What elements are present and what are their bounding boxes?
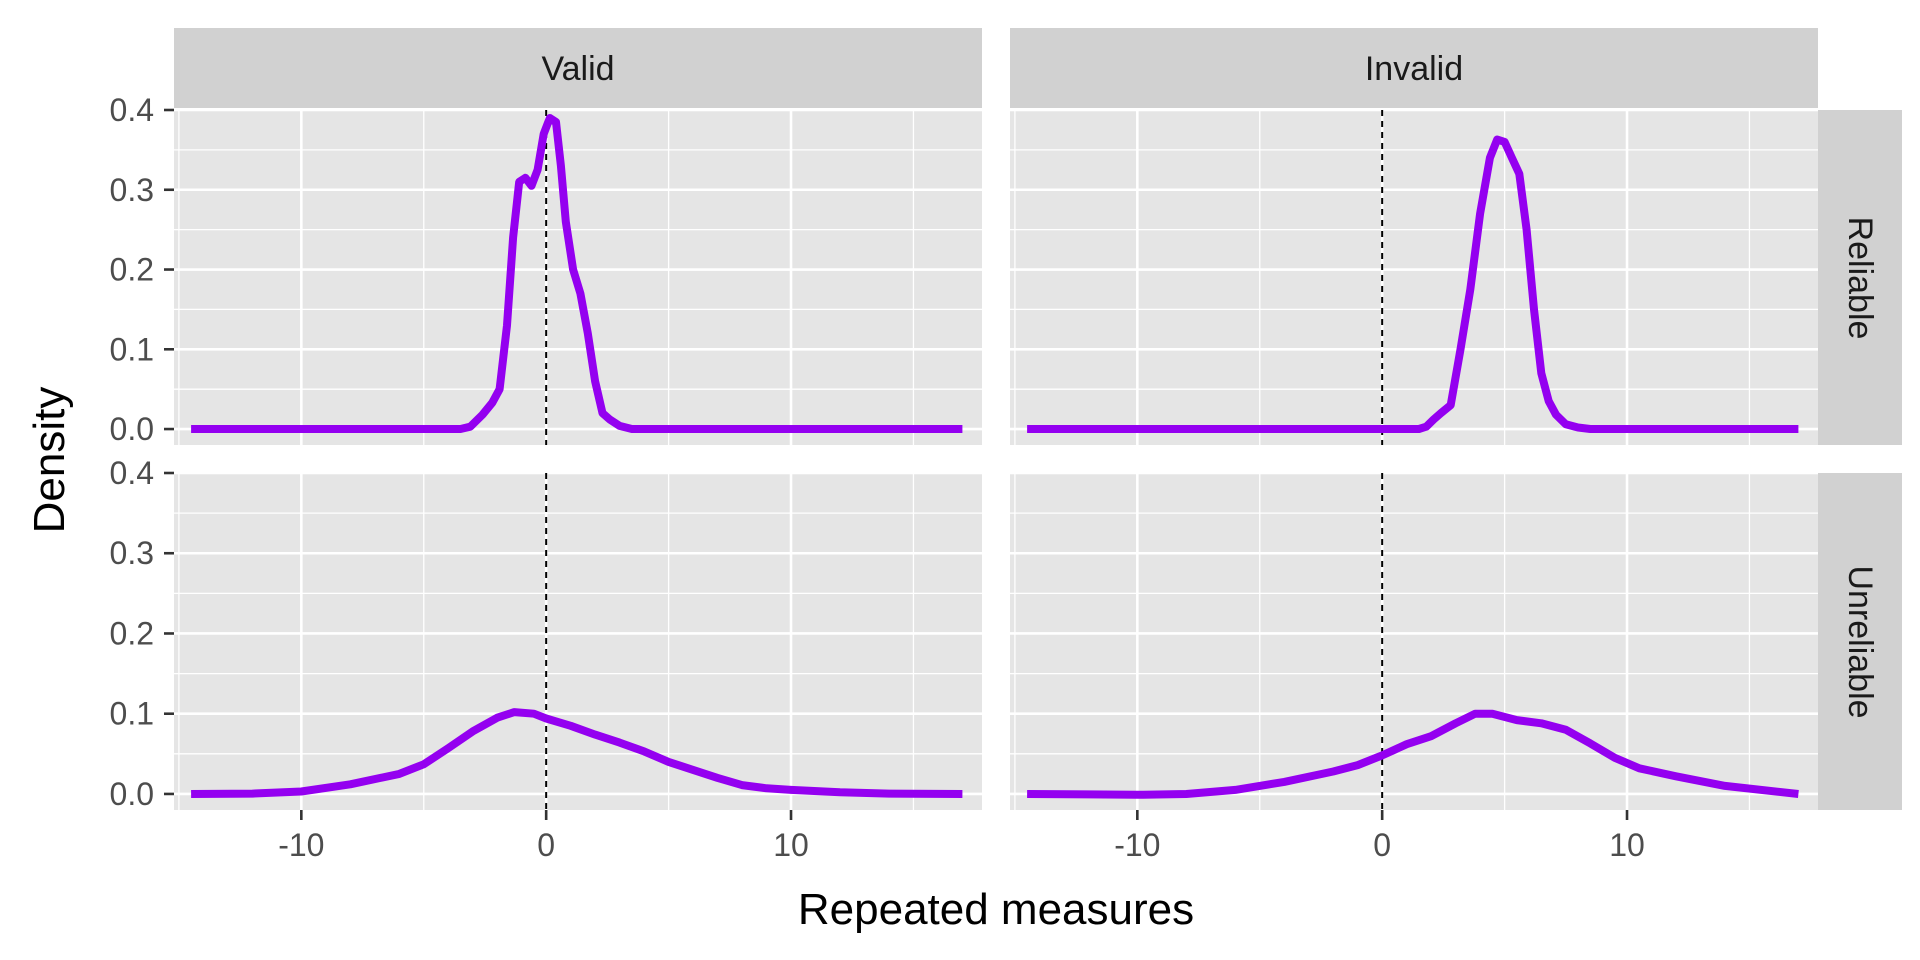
panel-background [1010, 110, 1818, 445]
x-tick-label: 10 [773, 827, 809, 863]
panel-invalid-unreliable [1010, 471, 1818, 810]
strip-row-unreliable [1818, 473, 1902, 810]
panel-background [174, 473, 982, 810]
strip-row-unreliable-label: Unreliable [1841, 565, 1879, 718]
y-tick-label: 0.2 [110, 252, 154, 288]
panel-valid-unreliable [174, 471, 982, 810]
density-line-invalid-reliable [1027, 135, 1799, 433]
strip-col-valid [174, 28, 982, 108]
y-axis-bottom: 0.0 0.1 0.2 0.3 0.4 [110, 455, 174, 812]
y-tick-label: 0.4 [110, 92, 154, 128]
x-axis-right: -10 0 10 [1114, 810, 1645, 863]
y-tick-label: 0.1 [110, 331, 154, 367]
density-line-valid-unreliable [191, 708, 963, 798]
x-tick-label: 0 [537, 827, 555, 863]
density-line-valid-reliable [191, 114, 963, 433]
strip-col-valid-label: Valid [541, 50, 614, 88]
panel-invalid-reliable [1010, 108, 1818, 445]
x-axis-left: -10 0 10 [278, 810, 809, 863]
y-tick-label: 0.1 [110, 696, 154, 732]
density-line-invalid-unreliable [1027, 709, 1799, 799]
strip-col-invalid [1010, 28, 1818, 108]
x-tick-label: 10 [1609, 827, 1645, 863]
y-tick-label: 0.0 [110, 776, 154, 812]
y-tick-label: 0.0 [110, 411, 154, 447]
x-axis-title: Repeated measures [798, 885, 1194, 934]
panel-background [1010, 473, 1818, 810]
panel-valid-reliable [174, 108, 982, 445]
strip-row-reliable-label: Reliable [1841, 217, 1879, 340]
y-axis-top: 0.0 0.1 0.2 0.3 0.4 [110, 92, 174, 447]
y-tick-label: 0.2 [110, 615, 154, 651]
y-tick-label: 0.3 [110, 535, 154, 571]
y-tick-label: 0.3 [110, 172, 154, 208]
strip-row-reliable [1818, 110, 1902, 445]
x-tick-label: -10 [1114, 827, 1160, 863]
y-tick-label: 0.4 [110, 455, 154, 491]
strip-col-invalid-label: Invalid [1365, 50, 1463, 88]
x-tick-label: 0 [1373, 827, 1391, 863]
x-tick-label: -10 [278, 827, 324, 863]
y-axis-title: Density [25, 387, 74, 534]
